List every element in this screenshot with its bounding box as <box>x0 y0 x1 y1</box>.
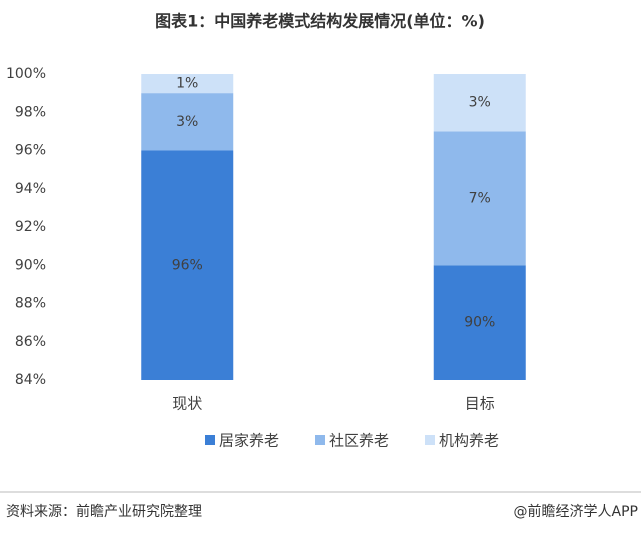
y-tick-label: 88% <box>15 296 46 312</box>
y-tick-label: 98% <box>15 104 46 120</box>
data-label: 1% <box>176 76 198 92</box>
source: 资料来源：前瞻产业研究院整理 <box>6 503 202 520</box>
data-label: 3% <box>176 114 198 130</box>
y-tick-label: 92% <box>15 219 46 235</box>
legend-swatch <box>205 435 215 445</box>
chart-title: 图表1：中国养老模式结构发展情况(单位：%) <box>155 12 485 31</box>
bar-segment <box>141 74 234 94</box>
data-label: 7% <box>469 190 491 206</box>
data-label: 90% <box>464 315 495 331</box>
bar-segment <box>433 131 526 266</box>
y-tick-label: 90% <box>15 257 46 273</box>
legend-label: 社区养老 <box>329 432 389 450</box>
legend-swatch <box>425 435 435 445</box>
data-label: 96% <box>172 257 203 273</box>
legend-swatch <box>315 435 325 445</box>
bar-segment <box>433 74 526 132</box>
y-tick-label: 94% <box>15 181 46 197</box>
legend-label: 机构养老 <box>439 432 499 450</box>
y-tick-label: 86% <box>15 334 46 350</box>
y-tick-label: 100% <box>6 66 46 82</box>
bar-segment <box>141 93 234 151</box>
x-tick-label: 目标 <box>465 395 495 413</box>
x-tick-label: 现状 <box>172 395 202 413</box>
y-tick-label: 84% <box>15 372 46 388</box>
bar-segment <box>433 265 526 380</box>
data-label: 3% <box>469 95 491 111</box>
credit: @前瞻经济学人APP <box>514 503 638 520</box>
bar-segment <box>141 150 234 380</box>
y-tick-label: 96% <box>15 143 46 159</box>
legend-label: 居家养老 <box>219 432 279 450</box>
